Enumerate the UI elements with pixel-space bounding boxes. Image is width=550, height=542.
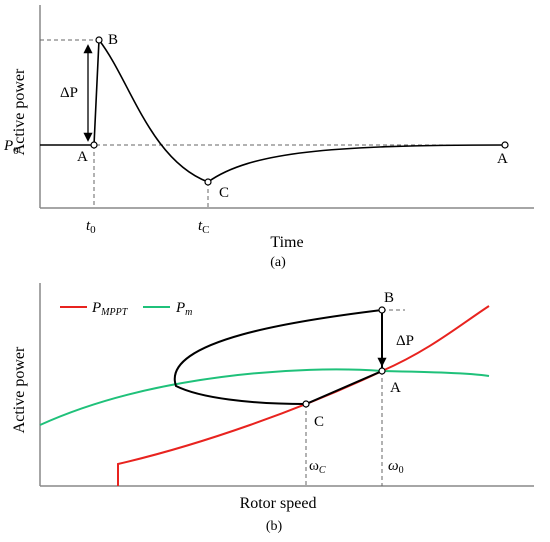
panel-b-point-c-label: C <box>314 414 324 430</box>
panel-b-omega-0-label: ω0 <box>388 458 404 476</box>
panel-a-x-axis-label: Time <box>270 234 303 251</box>
panel-b-point-b-marker <box>378 306 386 314</box>
panel-a-p0-label: P0 <box>3 138 19 157</box>
panel-b-point-a-label: A <box>390 380 401 396</box>
panel-a: Active power P0 ΔP A B C A t0 tC Time (a… <box>3 5 534 270</box>
panel-b-x-axis-label: Rotor speed <box>240 495 317 512</box>
panel-b-point-b-label: B <box>384 290 394 306</box>
panel-a-delta-p-label: ΔP <box>60 85 78 101</box>
panel-a-power-curve <box>40 37 506 183</box>
panel-a-point-a-right-label: A <box>497 151 508 167</box>
panel-b: PMPPT Pm Active power B ΔP A C ωC ω0 Rot… <box>11 283 534 534</box>
panel-a-caption: (a) <box>270 255 286 270</box>
panel-b-trajectory-curve <box>173 308 383 406</box>
panel-a-point-a-left-marker <box>90 141 98 149</box>
panel-a-point-c-marker <box>204 178 212 186</box>
panel-b-caption: (b) <box>266 519 283 534</box>
panel-a-point-b-label: B <box>108 32 118 48</box>
panel-a-tc-label: tC <box>198 218 210 236</box>
panel-b-legend: PMPPT Pm <box>60 300 192 318</box>
panel-a-point-c-label: C <box>219 185 229 201</box>
panel-a-point-a-right-marker <box>501 141 509 149</box>
panel-b-delta-p-label: ΔP <box>396 333 414 349</box>
panel-b-y-axis-label: Active power <box>11 346 28 433</box>
panel-b-pm-curve <box>39 368 490 426</box>
panel-a-t0-label: t0 <box>86 218 96 236</box>
panel-a-point-b-marker <box>95 36 103 44</box>
panel-b-point-a-marker <box>378 367 386 375</box>
panel-b-point-c-marker <box>302 400 310 408</box>
panel-b-omega-c-label: ωC <box>309 458 326 476</box>
panel-b-mppt-curve <box>117 305 490 486</box>
panel-a-y-axis-label: Active power <box>11 68 28 155</box>
legend-mppt-label: PMPPT <box>91 300 129 318</box>
panel-a-point-a-left-label: A <box>77 149 88 165</box>
legend-pm-label: Pm <box>175 300 192 318</box>
